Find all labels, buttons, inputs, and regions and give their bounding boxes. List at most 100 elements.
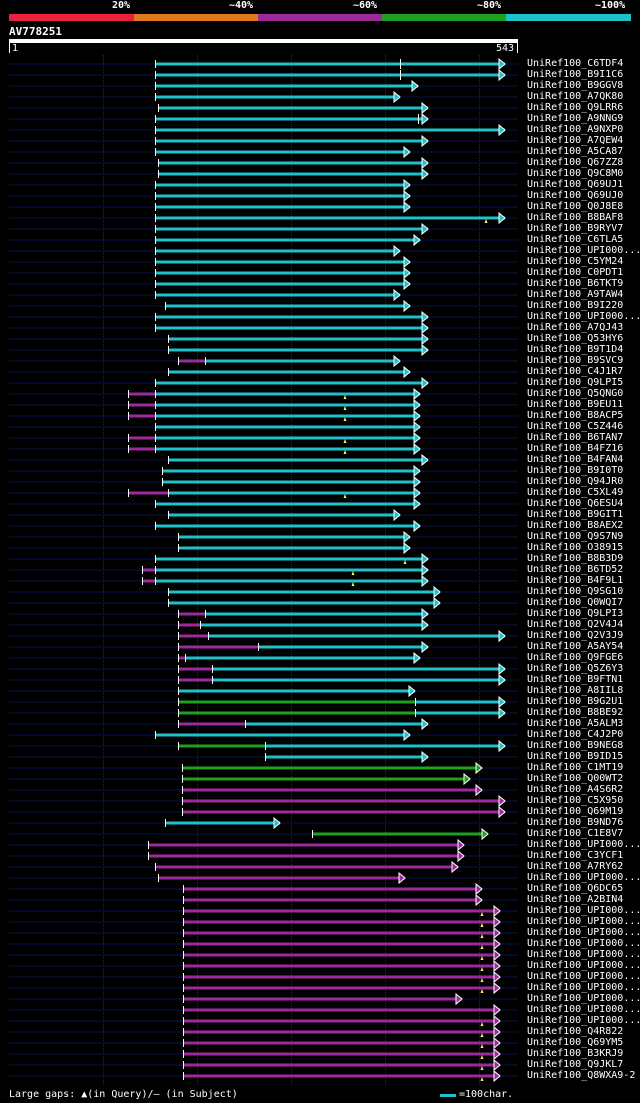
hit-label[interactable]: UniRef100_Q5QNG0	[527, 388, 624, 399]
hit-label[interactable]: UniRef100_UPI000...	[527, 960, 640, 971]
hit-end-arrow	[493, 1025, 501, 1039]
hit-label[interactable]: UniRef100_B3KRJ9	[527, 1048, 624, 1059]
hit-label[interactable]: UniRef100_UPI000...	[527, 927, 640, 938]
hit-label[interactable]: UniRef100_B9I0T0	[527, 465, 624, 476]
hit-label[interactable]: UniRef100_A5CA87	[527, 146, 624, 157]
hit-label[interactable]: UniRef100_Q00WT2	[527, 773, 624, 784]
hit-label[interactable]: UniRef100_B8ACP5	[527, 410, 624, 421]
hit-label[interactable]: UniRef100_Q94JR0	[527, 476, 624, 487]
hit-label[interactable]: UniRef100_Q5Z6Y3	[527, 663, 624, 674]
hit-label[interactable]: UniRef100_B8B3D9	[527, 553, 624, 564]
hit-label[interactable]: UniRef100_UPI000...	[527, 971, 640, 982]
hit-end-arrow	[413, 431, 421, 445]
query-gap-marker	[480, 1055, 484, 1059]
hit-end-arrow	[493, 1014, 501, 1028]
hit-label[interactable]: UniRef100_O38915	[527, 542, 624, 553]
hit-label[interactable]: UniRef100_UPI000...	[527, 1004, 640, 1015]
hit-label[interactable]: UniRef100_UPI000...	[527, 938, 640, 949]
hit-label[interactable]: UniRef100_A7QJ43	[527, 322, 624, 333]
hit-label[interactable]: UniRef100_A5ALM3	[527, 718, 624, 729]
hit-label[interactable]: UniRef100_B8AEX2	[527, 520, 624, 531]
hit-label[interactable]: UniRef100_Q4R822	[527, 1026, 624, 1037]
hit-label[interactable]: UniRef100_C1MT19	[527, 762, 624, 773]
hit-label[interactable]: UniRef100_UPI000...	[527, 872, 640, 883]
hit-label[interactable]: UniRef100_UPI000...	[527, 982, 640, 993]
hit-label[interactable]: UniRef100_B4F9L1	[527, 575, 624, 586]
hit-label[interactable]: UniRef100_C4J1R7	[527, 366, 624, 377]
hit-label[interactable]: UniRef100_C3YCF1	[527, 850, 624, 861]
hit-label[interactable]: UniRef100_B4FZ16	[527, 443, 624, 454]
hit-label[interactable]: UniRef100_B6TAN7	[527, 432, 624, 443]
hit-label[interactable]: UniRef100_Q6ESU4	[527, 498, 624, 509]
hit-label[interactable]: UniRef100_B9I220	[527, 300, 624, 311]
hit-label[interactable]: UniRef100_Q69YM5	[527, 1037, 624, 1048]
hit-label[interactable]: UniRef100_B8BE92	[527, 707, 624, 718]
hit-label[interactable]: UniRef100_UPI000...	[527, 1015, 640, 1026]
hit-label[interactable]: UniRef100_B9RYV7	[527, 223, 624, 234]
hit-segment	[128, 392, 155, 396]
hit-label[interactable]: UniRef100_B9G2U1	[527, 696, 624, 707]
hit-label[interactable]: UniRef100_UPI000...	[527, 905, 640, 916]
hit-label[interactable]: UniRef100_Q9LPI5	[527, 377, 624, 388]
hit-label[interactable]: UniRef100_Q9JKL7	[527, 1059, 624, 1070]
hit-label[interactable]: UniRef100_Q2V4J4	[527, 619, 624, 630]
hit-label[interactable]: UniRef100_UPI000...	[527, 245, 640, 256]
hit-label[interactable]: UniRef100_A7QEW4	[527, 135, 624, 146]
hit-label[interactable]: UniRef100_B9GGV8	[527, 80, 624, 91]
hit-label[interactable]: UniRef100_C5Z446	[527, 421, 624, 432]
hit-label[interactable]: UniRef100_C1E8V7	[527, 828, 624, 839]
hit-label[interactable]: UniRef100_A4S6R2	[527, 784, 624, 795]
ruler-end-label: 543	[496, 43, 515, 54]
hit-label[interactable]: UniRef100_B9ND76	[527, 817, 624, 828]
hit-label[interactable]: UniRef100_Q9LRR6	[527, 102, 624, 113]
hit-label[interactable]: UniRef100_UPI000...	[527, 311, 640, 322]
hit-label[interactable]: UniRef100_Q69UJ1	[527, 179, 624, 190]
hit-label[interactable]: UniRef100_B9T1D4	[527, 344, 624, 355]
hit-label[interactable]: UniRef100_Q0WQI7	[527, 597, 624, 608]
hit-label[interactable]: UniRef100_Q67ZZ8	[527, 157, 624, 168]
hit-label[interactable]: UniRef100_UPI000...	[527, 839, 640, 850]
hit-label[interactable]: UniRef100_B4FAN4	[527, 454, 624, 465]
hit-label[interactable]: UniRef100_UPI000...	[527, 993, 640, 1004]
hit-label[interactable]: UniRef100_A9NXP0	[527, 124, 624, 135]
hit-label[interactable]: UniRef100_Q9C8M0	[527, 168, 624, 179]
hit-label[interactable]: UniRef100_Q69M19	[527, 806, 624, 817]
hit-label[interactable]: UniRef100_A7QK80	[527, 91, 624, 102]
hit-label[interactable]: UniRef100_C4J2P0	[527, 729, 624, 740]
hit-label[interactable]: UniRef100_Q53HY6	[527, 333, 624, 344]
hit-label[interactable]: UniRef100_B9GIT1	[527, 509, 624, 520]
hit-label[interactable]: UniRef100_A9TAW4	[527, 289, 624, 300]
hit-label[interactable]: UniRef100_Q69UJ0	[527, 190, 624, 201]
hit-label[interactable]: UniRef100_B6TKT9	[527, 278, 624, 289]
hit-label[interactable]: UniRef100_C0PDT1	[527, 267, 624, 278]
hit-label[interactable]: UniRef100_A9NNG9	[527, 113, 624, 124]
hit-label[interactable]: UniRef100_UPI000...	[527, 916, 640, 927]
hit-label[interactable]: UniRef100_B9FTN1	[527, 674, 624, 685]
hit-label[interactable]: UniRef100_C5YM24	[527, 256, 624, 267]
hit-label[interactable]: UniRef100_Q9FGE6	[527, 652, 624, 663]
hit-label[interactable]: UniRef100_C5X950	[527, 795, 624, 806]
hit-label[interactable]: UniRef100_C6TLA5	[527, 234, 624, 245]
hit-label[interactable]: UniRef100_Q9LPI3	[527, 608, 624, 619]
hit-label[interactable]: UniRef100_A8IIL8	[527, 685, 624, 696]
hit-label[interactable]: UniRef100_A5AY54	[527, 641, 624, 652]
hit-label[interactable]: UniRef100_B9NEG8	[527, 740, 624, 751]
hit-label[interactable]: UniRef100_C6TDF4	[527, 58, 624, 69]
hit-label[interactable]: UniRef100_Q2V3J9	[527, 630, 624, 641]
hit-label[interactable]: UniRef100_A2BIN4	[527, 894, 624, 905]
hit-label[interactable]: UniRef100_B8BAF8	[527, 212, 624, 223]
hit-segment	[155, 733, 410, 737]
hit-label[interactable]: UniRef100_UPI000...	[527, 949, 640, 960]
hit-label[interactable]: UniRef100_B9EU11	[527, 399, 624, 410]
hit-label[interactable]: UniRef100_Q0J8E8	[527, 201, 624, 212]
hit-label[interactable]: UniRef100_B9ID15	[527, 751, 624, 762]
hit-label[interactable]: UniRef100_Q8WXA9-2	[527, 1070, 636, 1081]
hit-label[interactable]: UniRef100_B9I1C6	[527, 69, 624, 80]
hit-label[interactable]: UniRef100_B9SVC9	[527, 355, 624, 366]
hit-label[interactable]: UniRef100_Q9S7N9	[527, 531, 624, 542]
hit-label[interactable]: UniRef100_A7RY62	[527, 861, 624, 872]
hit-label[interactable]: UniRef100_Q9SG10	[527, 586, 624, 597]
hit-label[interactable]: UniRef100_Q6DC65	[527, 883, 624, 894]
hit-label[interactable]: UniRef100_B6TD52	[527, 564, 624, 575]
hit-label[interactable]: UniRef100_C5XL49	[527, 487, 624, 498]
